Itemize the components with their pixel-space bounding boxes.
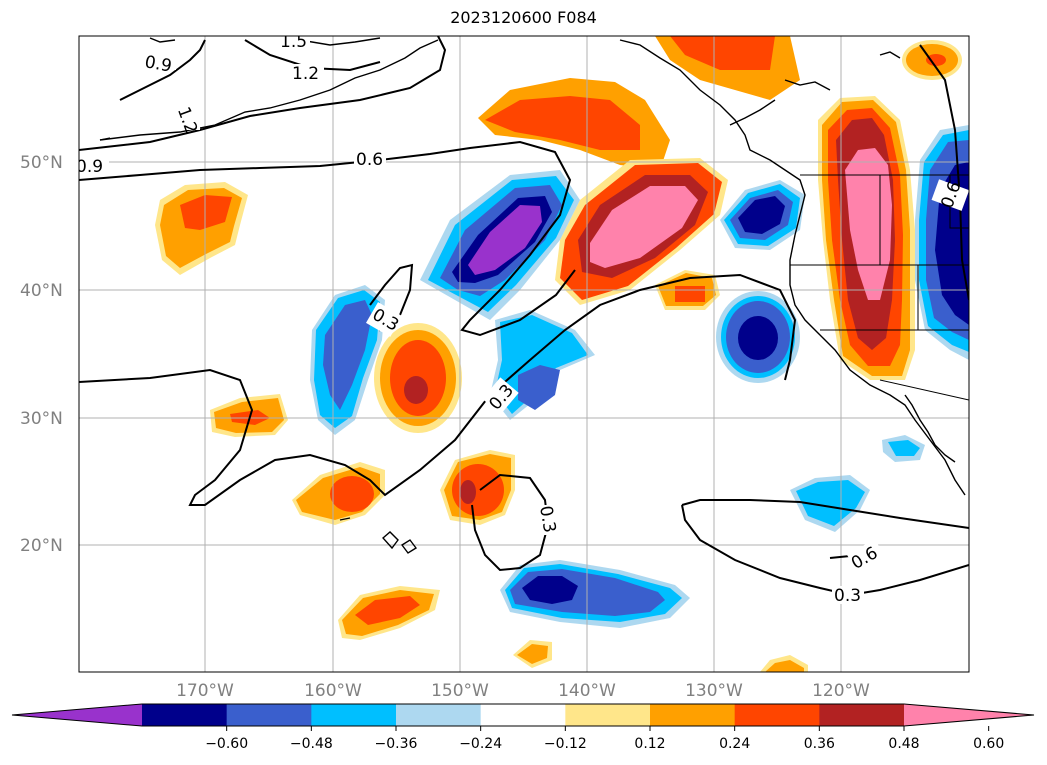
colorbar-segment [650,704,736,726]
colorbar-outline [11,703,1035,727]
coastlines [99,37,966,554]
lon-label: 150°W [431,681,489,701]
colorbar-extend-min [12,704,142,726]
contour-label: 1.5 [280,32,307,52]
lat-label: 50°N [20,153,63,173]
longitude-axis: 170°W 160°W 150°W 140°W 130°W 120°W [176,681,870,701]
lat-label: 20°N [20,536,63,556]
colorbar-tick-label: 0.48 [888,736,919,752]
colorbar-segment [819,704,905,726]
latitude-axis: 50°N 40°N 30°N 20°N [20,153,63,556]
political-boundaries [790,174,969,401]
lat-label: 30°N [20,409,63,429]
lon-label: 130°W [685,681,743,701]
lat-label: 40°N [20,281,63,301]
contour-label-group: 1.5 1.2 0.9 1.2 0.9 0.6 0.3 0.3 0.3 0.6 … [76,32,969,606]
contour-label: 0.3 [834,586,861,606]
colorbar-segment [142,704,228,726]
colorbar: −0.60 −0.48 −0.36 −0.24 −0.12 0.12 0.24 0.36 0.4… [11,703,1035,752]
lon-label: 120°W [812,681,870,701]
lon-label: 140°W [558,681,616,701]
colorbar-segment [565,704,651,726]
map-frame [78,35,970,673]
colorbar-tick-label: 0.24 [719,736,750,752]
map-plot-area: 1.5 1.2 0.9 1.2 0.9 0.6 0.3 0.3 0.3 0.6 … [76,32,969,672]
colorbar-tick-label: −0.36 [375,736,418,752]
colorbar-tick-label: 0.60 [973,736,1004,752]
colorbar-tick-label: −0.24 [459,736,502,752]
colorbar-tick-label: 0.12 [634,736,665,752]
colorbar-tick-label: −0.60 [205,736,248,752]
colorbar-segment [311,704,397,726]
colorbar-tick-label: −0.12 [544,736,587,752]
contour-label: 0.6 [356,150,383,170]
colorbar-segment [480,704,566,726]
colorbar-extend-max [904,704,1034,726]
map-title: 2023120600 F084 [450,8,597,27]
colorbar-segment [226,704,312,726]
gridlines [79,36,969,672]
anomaly-fill [155,36,969,672]
colorbar-segment [396,704,482,726]
lon-label: 170°W [176,681,234,701]
lon-label: 160°W [304,681,362,701]
colorbar-segment [734,704,820,726]
colorbar-tick-label: −0.48 [290,736,333,752]
contour-label: 0.9 [143,52,173,76]
contour-label: 1.2 [292,64,319,84]
colorbar-tick-label: 0.36 [804,736,835,752]
contour-label: 0.3 [535,504,559,534]
contour-label: 0.9 [76,157,103,177]
